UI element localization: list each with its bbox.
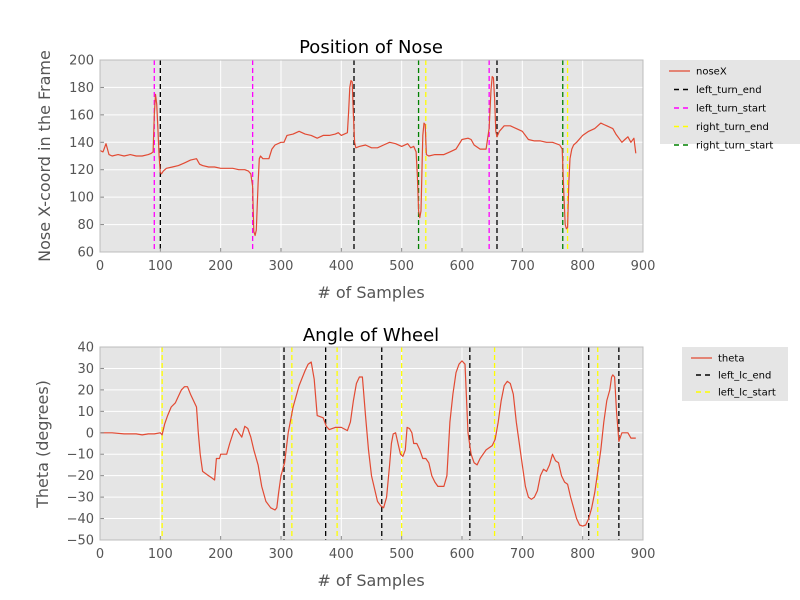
legend-box [660, 60, 800, 144]
plot-area-background [100, 347, 643, 540]
x-axis-label: # of Samples [317, 283, 424, 302]
x-tick-label: 800 [570, 259, 595, 274]
y-tick-label: −50 [67, 534, 94, 549]
y-tick-label: 180 [69, 81, 94, 96]
x-tick-label: 400 [329, 547, 354, 562]
x-tick-label: 900 [631, 259, 656, 274]
plot-area-background [100, 60, 643, 252]
x-tick-label: 300 [269, 547, 294, 562]
x-tick-label: 600 [450, 547, 475, 562]
x-tick-label: 600 [450, 259, 475, 274]
y-tick-label: 20 [77, 383, 94, 398]
x-tick-label: 700 [510, 259, 535, 274]
legend: theta left_lc_end left_lc_start [682, 347, 788, 401]
x-tick-label: 100 [148, 547, 173, 562]
x-tick-label: 300 [269, 259, 294, 274]
legend: noseX left_turn_end left_turn_start right_t… [660, 60, 800, 152]
x-tick-label: 200 [208, 547, 233, 562]
legend-entry-noseX: noseX [696, 67, 727, 78]
y-axis-label: Nose X-coord in the Frame [35, 50, 54, 262]
chart-title: Angle of Wheel [303, 325, 439, 346]
y-tick-label: 160 [69, 108, 94, 123]
y-tick-label: −30 [67, 491, 94, 506]
x-tick-label: 700 [510, 547, 535, 562]
y-tick-label: 60 [77, 246, 94, 261]
y-axis-label: Theta (degrees) [33, 380, 52, 509]
y-tick-label: 40 [77, 341, 94, 356]
x-tick-label: 0 [96, 259, 104, 274]
y-tick-label: 0 [86, 426, 94, 441]
y-tick-label: 200 [69, 54, 94, 69]
x-axis-label: # of Samples [317, 571, 424, 590]
x-tick-label: 900 [631, 547, 656, 562]
theta-series-line [100, 360, 636, 527]
noseX-series-line [99, 75, 637, 237]
y-tick-label: −40 [67, 512, 94, 527]
x-tick-label: 800 [570, 547, 595, 562]
y-tick-label: 120 [69, 163, 94, 178]
legend-entry-left-turn-start: left_turn_start [696, 104, 766, 115]
legend-entry-left-turn-end: left_turn_end [696, 85, 762, 96]
y-tick-label: 30 [77, 362, 94, 377]
y-tick-label: −20 [67, 469, 94, 484]
y-tick-label: −10 [67, 448, 94, 463]
y-tick-label: 80 [77, 218, 94, 233]
legend-entry-left-lc-start: left_lc_start [718, 388, 776, 399]
plot-area-frame [99, 346, 644, 541]
x-tick-label: 200 [208, 259, 233, 274]
y-tick-label: 100 [69, 191, 94, 206]
x-tick-label: 500 [389, 547, 414, 562]
nose-position-chart: 0 100 200 300 400 500 600 700 800 900 60 80 100 120 14… [35, 37, 800, 302]
x-tick-label: 100 [148, 259, 173, 274]
x-tick-label: 400 [329, 259, 354, 274]
plot-area-frame [99, 59, 644, 253]
wheel-angle-chart: 0 100 200 300 400 500 600 700 800 900403020100−10… [33, 325, 788, 590]
y-tick-label: 10 [77, 405, 94, 420]
x-tick-label: 500 [389, 259, 414, 274]
legend-entry-right-turn-end: right_turn_end [696, 122, 769, 133]
legend-entry-theta: theta [718, 354, 744, 365]
chart-title: Position of Nose [299, 37, 443, 58]
x-tick-label: 0 [96, 547, 104, 562]
legend-entry-left-lc-end: left_lc_end [718, 371, 771, 382]
legend-entry-right-turn-start: right_turn_start [696, 141, 773, 152]
y-tick-label: 140 [69, 136, 94, 151]
